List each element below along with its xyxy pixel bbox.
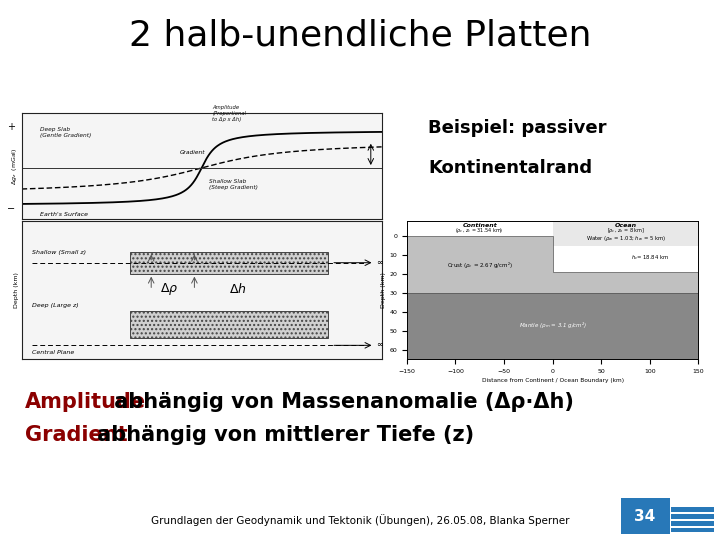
Bar [621, 498, 670, 534]
Y-axis label: Depth (km): Depth (km) [382, 272, 387, 308]
Bar [671, 528, 714, 532]
Text: $\infty$: $\infty$ [376, 340, 384, 349]
Text: Gradient: Gradient [180, 150, 205, 154]
Y-axis label: $\Delta g_z$  (mGal): $\Delta g_z$ (mGal) [10, 147, 19, 185]
Bar [552, 221, 698, 246]
Text: Mantle ($\rho_m$ = 3.1 g/cm²): Mantle ($\rho_m$ = 3.1 g/cm²) [518, 320, 587, 330]
Bar [671, 521, 714, 526]
Text: Earth's Surface: Earth's Surface [40, 212, 88, 217]
Text: abhängig von mittlerer Tiefe (z): abhängig von mittlerer Tiefe (z) [90, 424, 474, 445]
Text: Central Plane: Central Plane [32, 349, 75, 355]
Text: Shallow (Small z): Shallow (Small z) [32, 251, 86, 255]
Text: Crust ($\rho_c$ = 2.67 g/cm²): Crust ($\rho_c$ = 2.67 g/cm²) [446, 260, 513, 270]
Text: $\Delta h$: $\Delta h$ [229, 282, 246, 296]
Bar [671, 514, 714, 519]
Polygon shape [407, 237, 698, 293]
Text: Water ($\rho_w$ = 1.03; $h_w$ = 5 km): Water ($\rho_w$ = 1.03; $h_w$ = 5 km) [585, 234, 665, 243]
Text: $h_c$= 18.84 km: $h_c$= 18.84 km [631, 253, 669, 262]
Text: +: + [6, 122, 15, 132]
Text: 34: 34 [634, 509, 656, 524]
Text: Kontinentalrand: Kontinentalrand [428, 159, 593, 177]
X-axis label: Distance from Continent / Ocean Boundary (km): Distance from Continent / Ocean Boundary… [482, 378, 624, 383]
Text: Deep (Large z): Deep (Large z) [32, 303, 79, 308]
Text: Beispiel: passiver: Beispiel: passiver [428, 119, 607, 137]
Text: abhängig von Massenanomalie (Δρ·Δh): abhängig von Massenanomalie (Δρ·Δh) [107, 392, 573, 413]
Bar [130, 311, 328, 339]
Text: Gradient: Gradient [25, 424, 128, 445]
Text: $\infty$: $\infty$ [376, 258, 384, 267]
Text: Continent: Continent [462, 223, 497, 228]
Bar [407, 293, 698, 359]
Text: Deep Slab
(Gentle Gradient): Deep Slab (Gentle Gradient) [40, 127, 91, 138]
Text: Ocean: Ocean [614, 223, 636, 228]
Bar [671, 508, 714, 512]
Text: −: − [6, 204, 15, 214]
Text: Amplitude: Amplitude [25, 392, 146, 413]
Text: 2 halb-unendliche Platten: 2 halb-unendliche Platten [129, 18, 591, 52]
Text: $\Delta\rho$: $\Delta\rho$ [160, 281, 179, 297]
Text: Shallow Slab
(Steep Gradient): Shallow Slab (Steep Gradient) [209, 179, 258, 190]
Bar [130, 252, 328, 274]
Text: [$\rho_c$, $z_o$ = 8 km]: [$\rho_c$, $z_o$ = 8 km] [607, 226, 644, 235]
Y-axis label: Depth (km): Depth (km) [14, 272, 19, 308]
Text: Grundlagen der Geodynamik und Tektonik (Übungen), 26.05.08, Blanka Sperner: Grundlagen der Geodynamik und Tektonik (… [150, 515, 570, 526]
Text: Amplitude
(Proportional
to Δρ x Δh): Amplitude (Proportional to Δρ x Δh) [212, 105, 246, 122]
Text: ($\rho_c$, $z_c$ = 31.54 km): ($\rho_c$, $z_c$ = 31.54 km) [456, 226, 504, 235]
